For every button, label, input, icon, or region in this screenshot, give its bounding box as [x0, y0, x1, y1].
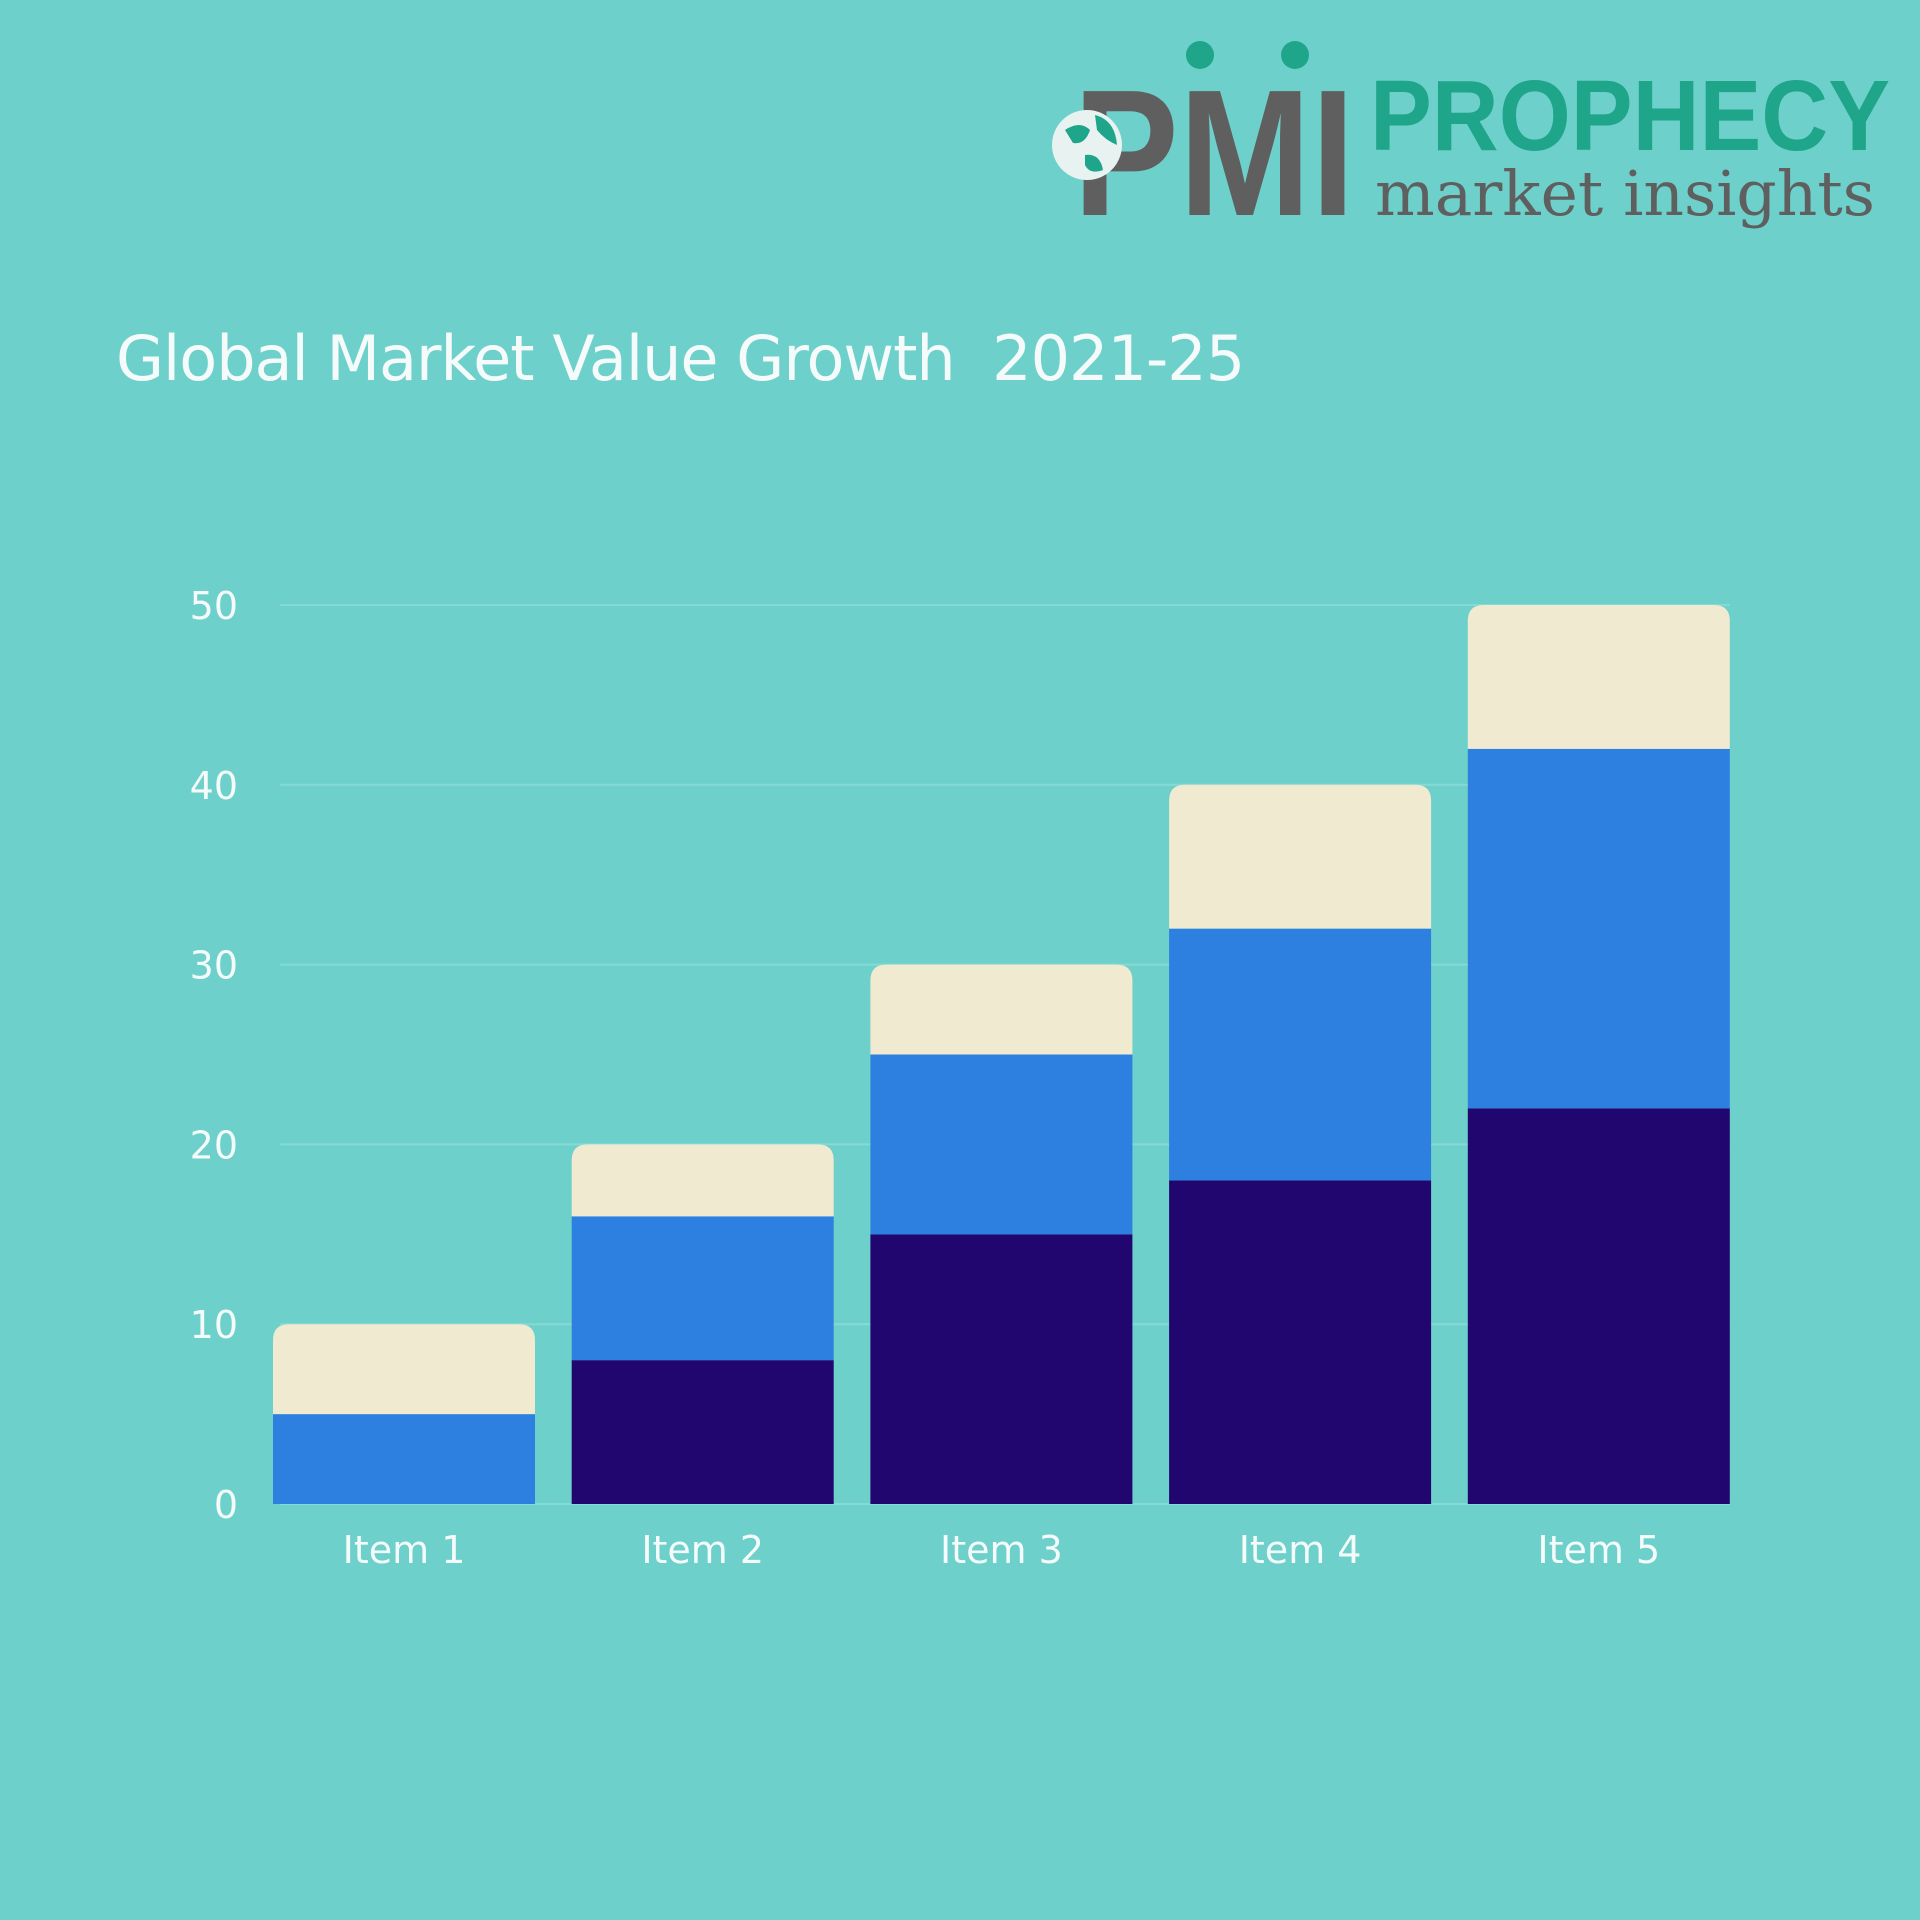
logo-mark: PMI	[1052, 41, 1355, 235]
bar-segment	[273, 1324, 535, 1415]
x-tick-label: Item 5	[1537, 1528, 1660, 1572]
y-tick-label: 20	[190, 1123, 238, 1167]
bar-segment	[870, 964, 1133, 1055]
x-tick-label: Item 3	[940, 1528, 1063, 1572]
x-tick-label: Item 4	[1239, 1528, 1362, 1572]
logo-dot	[1281, 41, 1309, 69]
bar-segment	[1467, 748, 1730, 1109]
y-tick-label: 30	[190, 944, 238, 988]
prophecy-logo: PMI PROPHECY market insights	[1052, 41, 1890, 235]
bar-segment	[571, 1144, 834, 1217]
y-tick-label: 10	[190, 1303, 238, 1347]
y-tick-label: 0	[214, 1483, 238, 1527]
bar-segment	[1467, 605, 1730, 749]
x-tick-label: Item 2	[641, 1528, 764, 1572]
logo-name: PROPHECY	[1370, 60, 1890, 172]
globe-continents	[1065, 115, 1117, 172]
logo-tagline: market insights	[1375, 157, 1875, 230]
chart-title: Global Market Value Growth 2021-25	[116, 322, 1245, 395]
bar-segment	[273, 1414, 535, 1504]
bar-segment	[1467, 1108, 1730, 1504]
x-tick-label: Item 1	[343, 1528, 466, 1572]
bar-segment	[1169, 784, 1432, 929]
bar-segment	[571, 1360, 834, 1504]
logo-dot	[1186, 41, 1214, 69]
y-tick-label: 50	[190, 584, 238, 628]
bar-segment	[1169, 1180, 1432, 1504]
y-tick-label: 40	[190, 764, 238, 808]
bar-segment	[571, 1216, 834, 1361]
bar-segment	[870, 1054, 1133, 1235]
bar-segment	[870, 1234, 1133, 1504]
bar-segment	[1169, 928, 1432, 1181]
